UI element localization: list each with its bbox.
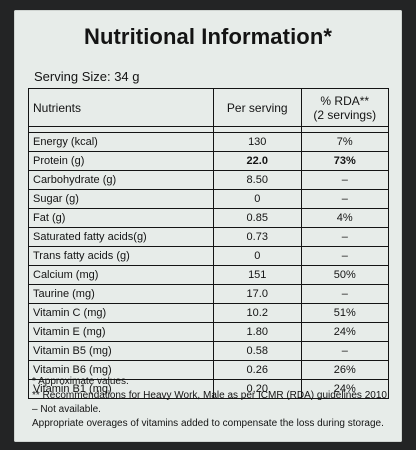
per-serving-value: 0.58 — [213, 341, 302, 361]
label-title: Nutritional Information* — [83, 24, 333, 49]
rda-value: 50% — [300, 265, 389, 285]
table-row: Trans fatty acids (g) 0 – — [28, 246, 389, 266]
rda-value: 24% — [300, 322, 389, 342]
nutrient-name: Taurine (mg) — [28, 284, 214, 304]
table-row: Fat (g) 0.85 4% — [28, 208, 389, 228]
nutrition-label: Nutritional Information* Serving Size: 3… — [14, 10, 402, 442]
nutrient-name: Protein (g) — [28, 151, 214, 171]
rda-value: – — [300, 284, 389, 304]
table-row: Protein (g) 22.0 73% — [28, 151, 389, 171]
header-rda-line2: (2 servings) — [313, 107, 377, 122]
table-row: Taurine (mg) 17.0 – — [28, 284, 389, 304]
table-row: Sugar (g) 0 – — [28, 189, 389, 209]
per-serving-value: 22.0 — [213, 151, 302, 171]
rda-value: 24% — [300, 379, 389, 399]
table-row: Energy (kcal) 130 7% — [28, 132, 389, 152]
rda-value: 26% — [300, 360, 389, 380]
per-serving-value: 0.73 — [213, 227, 302, 247]
per-serving-value: 0.20 — [213, 379, 302, 399]
header-nutrients: Nutrients — [28, 88, 214, 127]
per-serving-value: 0.26 — [213, 360, 302, 380]
per-serving-value: 1.80 — [213, 322, 302, 342]
table-row: Saturated fatty acids(g) 0.73 – — [28, 227, 389, 247]
table-row: Vitamin B1 (mg) 0.20 24% — [28, 379, 389, 399]
rda-value: 51% — [300, 303, 389, 323]
rda-value: 73% — [300, 151, 389, 171]
footnote-not-available: – Not available. — [32, 404, 101, 415]
header-per-serving: Per serving — [213, 88, 302, 127]
nutrient-name: Vitamin E (mg) — [28, 322, 214, 342]
nutrient-name: Saturated fatty acids(g) — [28, 227, 214, 247]
serving-size: Serving Size: 34 g — [34, 69, 140, 84]
rda-value: – — [300, 341, 389, 361]
rda-value: – — [300, 227, 389, 247]
nutrient-name: Calcium (mg) — [28, 265, 214, 285]
nutrient-name: Vitamin B5 (mg) — [28, 341, 214, 361]
nutrient-name: Vitamin B1 (mg) — [28, 379, 214, 399]
table-row: Vitamin B5 (mg) 0.58 – — [28, 341, 389, 361]
header-rda: % RDA** (2 servings) — [300, 88, 389, 127]
table-row: Carbohydrate (g) 8.50 – — [28, 170, 389, 190]
per-serving-value: 130 — [213, 132, 302, 152]
nutrient-name: Fat (g) — [28, 208, 214, 228]
nutrient-name: Energy (kcal) — [28, 132, 214, 152]
rda-value: 7% — [300, 132, 389, 152]
per-serving-value: 17.0 — [213, 284, 302, 304]
per-serving-value: 0.85 — [213, 208, 302, 228]
nutrient-name: Vitamin B6 (mg) — [28, 360, 214, 380]
nutrient-name: Carbohydrate (g) — [28, 170, 214, 190]
nutrient-name: Trans fatty acids (g) — [28, 246, 214, 266]
nutrient-name: Vitamin C (mg) — [28, 303, 214, 323]
per-serving-value: 10.2 — [213, 303, 302, 323]
table-row: Vitamin E (mg) 1.80 24% — [28, 322, 389, 342]
rda-value: 4% — [300, 208, 389, 228]
nutrient-name: Sugar (g) — [28, 189, 214, 209]
footnote-rda: ** Recommendations for Heavy Work, Male … — [32, 390, 390, 401]
table-row: Vitamin B6 (mg) 0.26 26% — [28, 360, 389, 380]
rda-value: – — [300, 189, 389, 209]
table-row: Calcium (mg) 151 50% — [28, 265, 389, 285]
table-row: Vitamin C (mg) 10.2 51% — [28, 303, 389, 323]
per-serving-value: 0 — [213, 246, 302, 266]
per-serving-value: 8.50 — [213, 170, 302, 190]
table-header-row: Nutrients Per serving % RDA** (2 serving… — [28, 88, 389, 127]
rda-value: – — [300, 246, 389, 266]
footnote-approximate: * Approximate values. — [32, 376, 129, 387]
rda-value: – — [300, 170, 389, 190]
nutrition-table: Nutrients Per serving % RDA** (2 serving… — [28, 88, 389, 399]
footnotes: * Approximate values. ** Recommendations… — [32, 375, 390, 431]
per-serving-value: 0 — [213, 189, 302, 209]
per-serving-value: 151 — [213, 265, 302, 285]
header-rda-line1: % RDA** — [320, 93, 370, 108]
footnote-overages: Appropriate overages of vitamins added t… — [32, 418, 384, 429]
